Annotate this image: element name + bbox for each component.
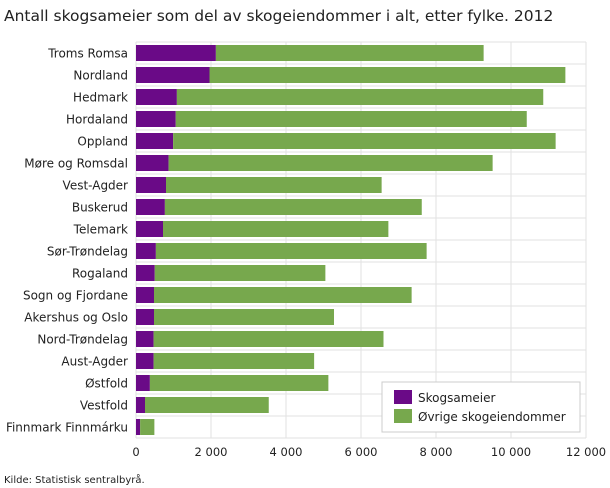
y-category-label: Troms Romsa — [47, 47, 128, 61]
bar-ovrige — [168, 155, 493, 171]
legend-swatch-skogsameier — [394, 390, 412, 404]
x-tick-label: 4 000 — [270, 445, 303, 459]
bar-ovrige — [155, 243, 427, 259]
bar-skogsameier — [136, 375, 150, 391]
legend-swatch-ovrige — [394, 409, 412, 423]
bar-skogsameier — [136, 243, 156, 259]
y-category-label: Hordaland — [66, 113, 128, 127]
y-category-label: Nord-Trøndelag — [37, 333, 128, 347]
bar-skogsameier — [136, 111, 176, 127]
bar-skogsameier — [136, 397, 145, 413]
y-category-label: Telemark — [73, 223, 128, 237]
legend-label-ovrige: Øvrige skogeiendommer — [418, 410, 566, 424]
x-tick-label: 0 — [132, 445, 139, 459]
y-category-label: Hedmark — [73, 91, 128, 105]
y-category-label: Vest-Agder — [63, 179, 129, 193]
legend-box — [381, 381, 581, 433]
y-category-label: Møre og Romsdal — [24, 157, 128, 171]
legend: Skogsameier Øvrige skogeiendommer — [381, 381, 581, 433]
bar-ovrige — [149, 375, 329, 391]
x-tick-label: 8 000 — [420, 445, 453, 459]
y-category-label: Vestfold — [80, 399, 128, 413]
bar-skogsameier — [136, 89, 177, 105]
bar-skogsameier — [136, 309, 154, 325]
y-category-label: Aust-Agder — [61, 355, 128, 369]
bar-skogsameier — [136, 353, 154, 369]
bar-skogsameier — [136, 419, 141, 435]
x-tick-label: 2 000 — [195, 445, 228, 459]
bar-skogsameier — [136, 287, 154, 303]
y-category-label: Finnmark Finnmárku — [6, 421, 128, 435]
bar-ovrige — [173, 133, 556, 149]
y-category-label: Buskerud — [72, 201, 128, 215]
bar-skogsameier — [136, 199, 165, 215]
bar-ovrige — [153, 353, 315, 369]
source-note: Kilde: Statistisk sentralbyrå. — [4, 473, 145, 486]
bar-ovrige — [176, 89, 544, 105]
y-category-label: Akershus og Oslo — [24, 311, 128, 325]
bar-ovrige — [145, 397, 269, 413]
legend-label-skogsameier: Skogsameier — [418, 391, 495, 405]
bar-skogsameier — [136, 67, 210, 83]
y-category-label: Sogn og Fjordane — [23, 289, 128, 303]
bar-ovrige — [163, 221, 389, 237]
x-tick-label: 12 000 — [566, 445, 606, 459]
bar-skogsameier — [136, 45, 216, 61]
bar-skogsameier — [136, 331, 154, 347]
bar-skogsameier — [136, 155, 169, 171]
x-tick-label: 10 000 — [491, 445, 531, 459]
y-category-label: Nordland — [73, 69, 128, 83]
y-category-label: Sør-Trøndelag — [47, 245, 128, 259]
bar-ovrige — [140, 419, 155, 435]
bar-ovrige — [154, 309, 334, 325]
bar-ovrige — [166, 177, 382, 193]
bar-ovrige — [153, 331, 384, 347]
bar-skogsameier — [136, 133, 174, 149]
y-category-label: Rogaland — [72, 267, 128, 281]
bar-ovrige — [215, 45, 484, 61]
y-category-label: Oppland — [77, 135, 128, 149]
y-category-label: Østfold — [85, 377, 128, 391]
bar-skogsameier — [136, 177, 166, 193]
bar-ovrige — [209, 67, 566, 83]
bar-ovrige — [154, 265, 326, 281]
bar-skogsameier — [136, 265, 155, 281]
bar-ovrige — [175, 111, 527, 127]
bar-skogsameier — [136, 221, 163, 237]
x-tick-label: 6 000 — [345, 445, 378, 459]
bar-ovrige — [164, 199, 422, 215]
bar-ovrige — [154, 287, 412, 303]
chart-title: Antall skogsameier som del av skogeiendo… — [4, 7, 553, 25]
